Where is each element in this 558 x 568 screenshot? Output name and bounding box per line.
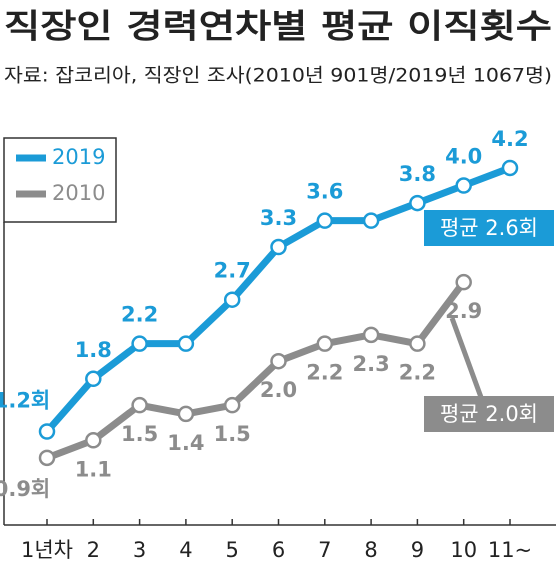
- x-tick-label: 7: [318, 538, 331, 562]
- data-label: 4.2: [491, 127, 528, 151]
- data-label: 0.9회: [0, 477, 50, 501]
- data-label: 3.3: [260, 206, 297, 230]
- point: [38, 449, 56, 467]
- point: [455, 273, 472, 291]
- x-tick-label: 9: [411, 538, 424, 562]
- point: [316, 335, 334, 352]
- point: [85, 370, 102, 388]
- chart-title: 직장인 경력연차별 평균 이직횟수: [4, 7, 552, 46]
- data-label: 2.2: [121, 303, 158, 327]
- data-label: 1.5: [214, 422, 251, 446]
- data-label: 2.3: [352, 352, 389, 376]
- data-label: 2.0: [260, 378, 297, 402]
- point: [270, 238, 287, 256]
- point: [362, 212, 380, 229]
- annotation-connector: [449, 317, 485, 401]
- data-label: 3.8: [399, 162, 436, 186]
- data-label: 4.0: [445, 145, 482, 169]
- point: [501, 159, 519, 177]
- data-label: 1.2회: [0, 389, 50, 413]
- data-label: 2.9: [445, 299, 482, 323]
- x-tick-label: 10: [450, 538, 477, 562]
- point: [38, 423, 56, 440]
- point: [85, 432, 102, 449]
- point: [316, 212, 334, 229]
- point: [223, 291, 241, 308]
- point: [177, 405, 195, 423]
- legend-box: [3, 137, 117, 223]
- point: [131, 396, 148, 414]
- x-tick-label: 1년차: [21, 538, 73, 562]
- point: [131, 335, 148, 352]
- x-tick-label: 6: [272, 538, 285, 562]
- point: [270, 352, 287, 370]
- x-tick-label: 11~: [488, 538, 532, 562]
- legend-label: 2019: [52, 145, 105, 169]
- point: [409, 335, 426, 352]
- legend-label: 2010: [52, 181, 105, 205]
- data-label: 1.8: [75, 338, 112, 362]
- data-label: 2.2: [306, 361, 343, 385]
- point: [177, 335, 195, 352]
- data-label: 1.1: [75, 457, 112, 481]
- x-tick-label: 3: [133, 538, 146, 562]
- data-label: 1.4: [167, 431, 204, 455]
- annotation-box: [424, 210, 554, 246]
- series-line: [45, 280, 467, 462]
- x-tick-label: 4: [179, 538, 192, 562]
- data-label: 1.5: [121, 422, 158, 446]
- annotation-box: [424, 396, 554, 432]
- point: [223, 396, 241, 414]
- x-tick-label: 5: [226, 538, 239, 562]
- data-label: 2.2: [399, 361, 436, 385]
- point: [409, 194, 426, 212]
- x-tick-label: 8: [364, 538, 377, 562]
- x-tick-label: 2: [87, 538, 100, 562]
- annotation: 평균 2.0회: [440, 402, 538, 426]
- point: [455, 177, 472, 194]
- chart-subtitle: 자료: 잡코리아, 직장인 조사(2010년 901명/2019년 1067명): [4, 65, 552, 87]
- data-label: 2.7: [214, 259, 251, 283]
- point: [362, 326, 380, 344]
- data-label: 3.6: [306, 180, 343, 204]
- annotation: 평균 2.6회: [440, 216, 538, 240]
